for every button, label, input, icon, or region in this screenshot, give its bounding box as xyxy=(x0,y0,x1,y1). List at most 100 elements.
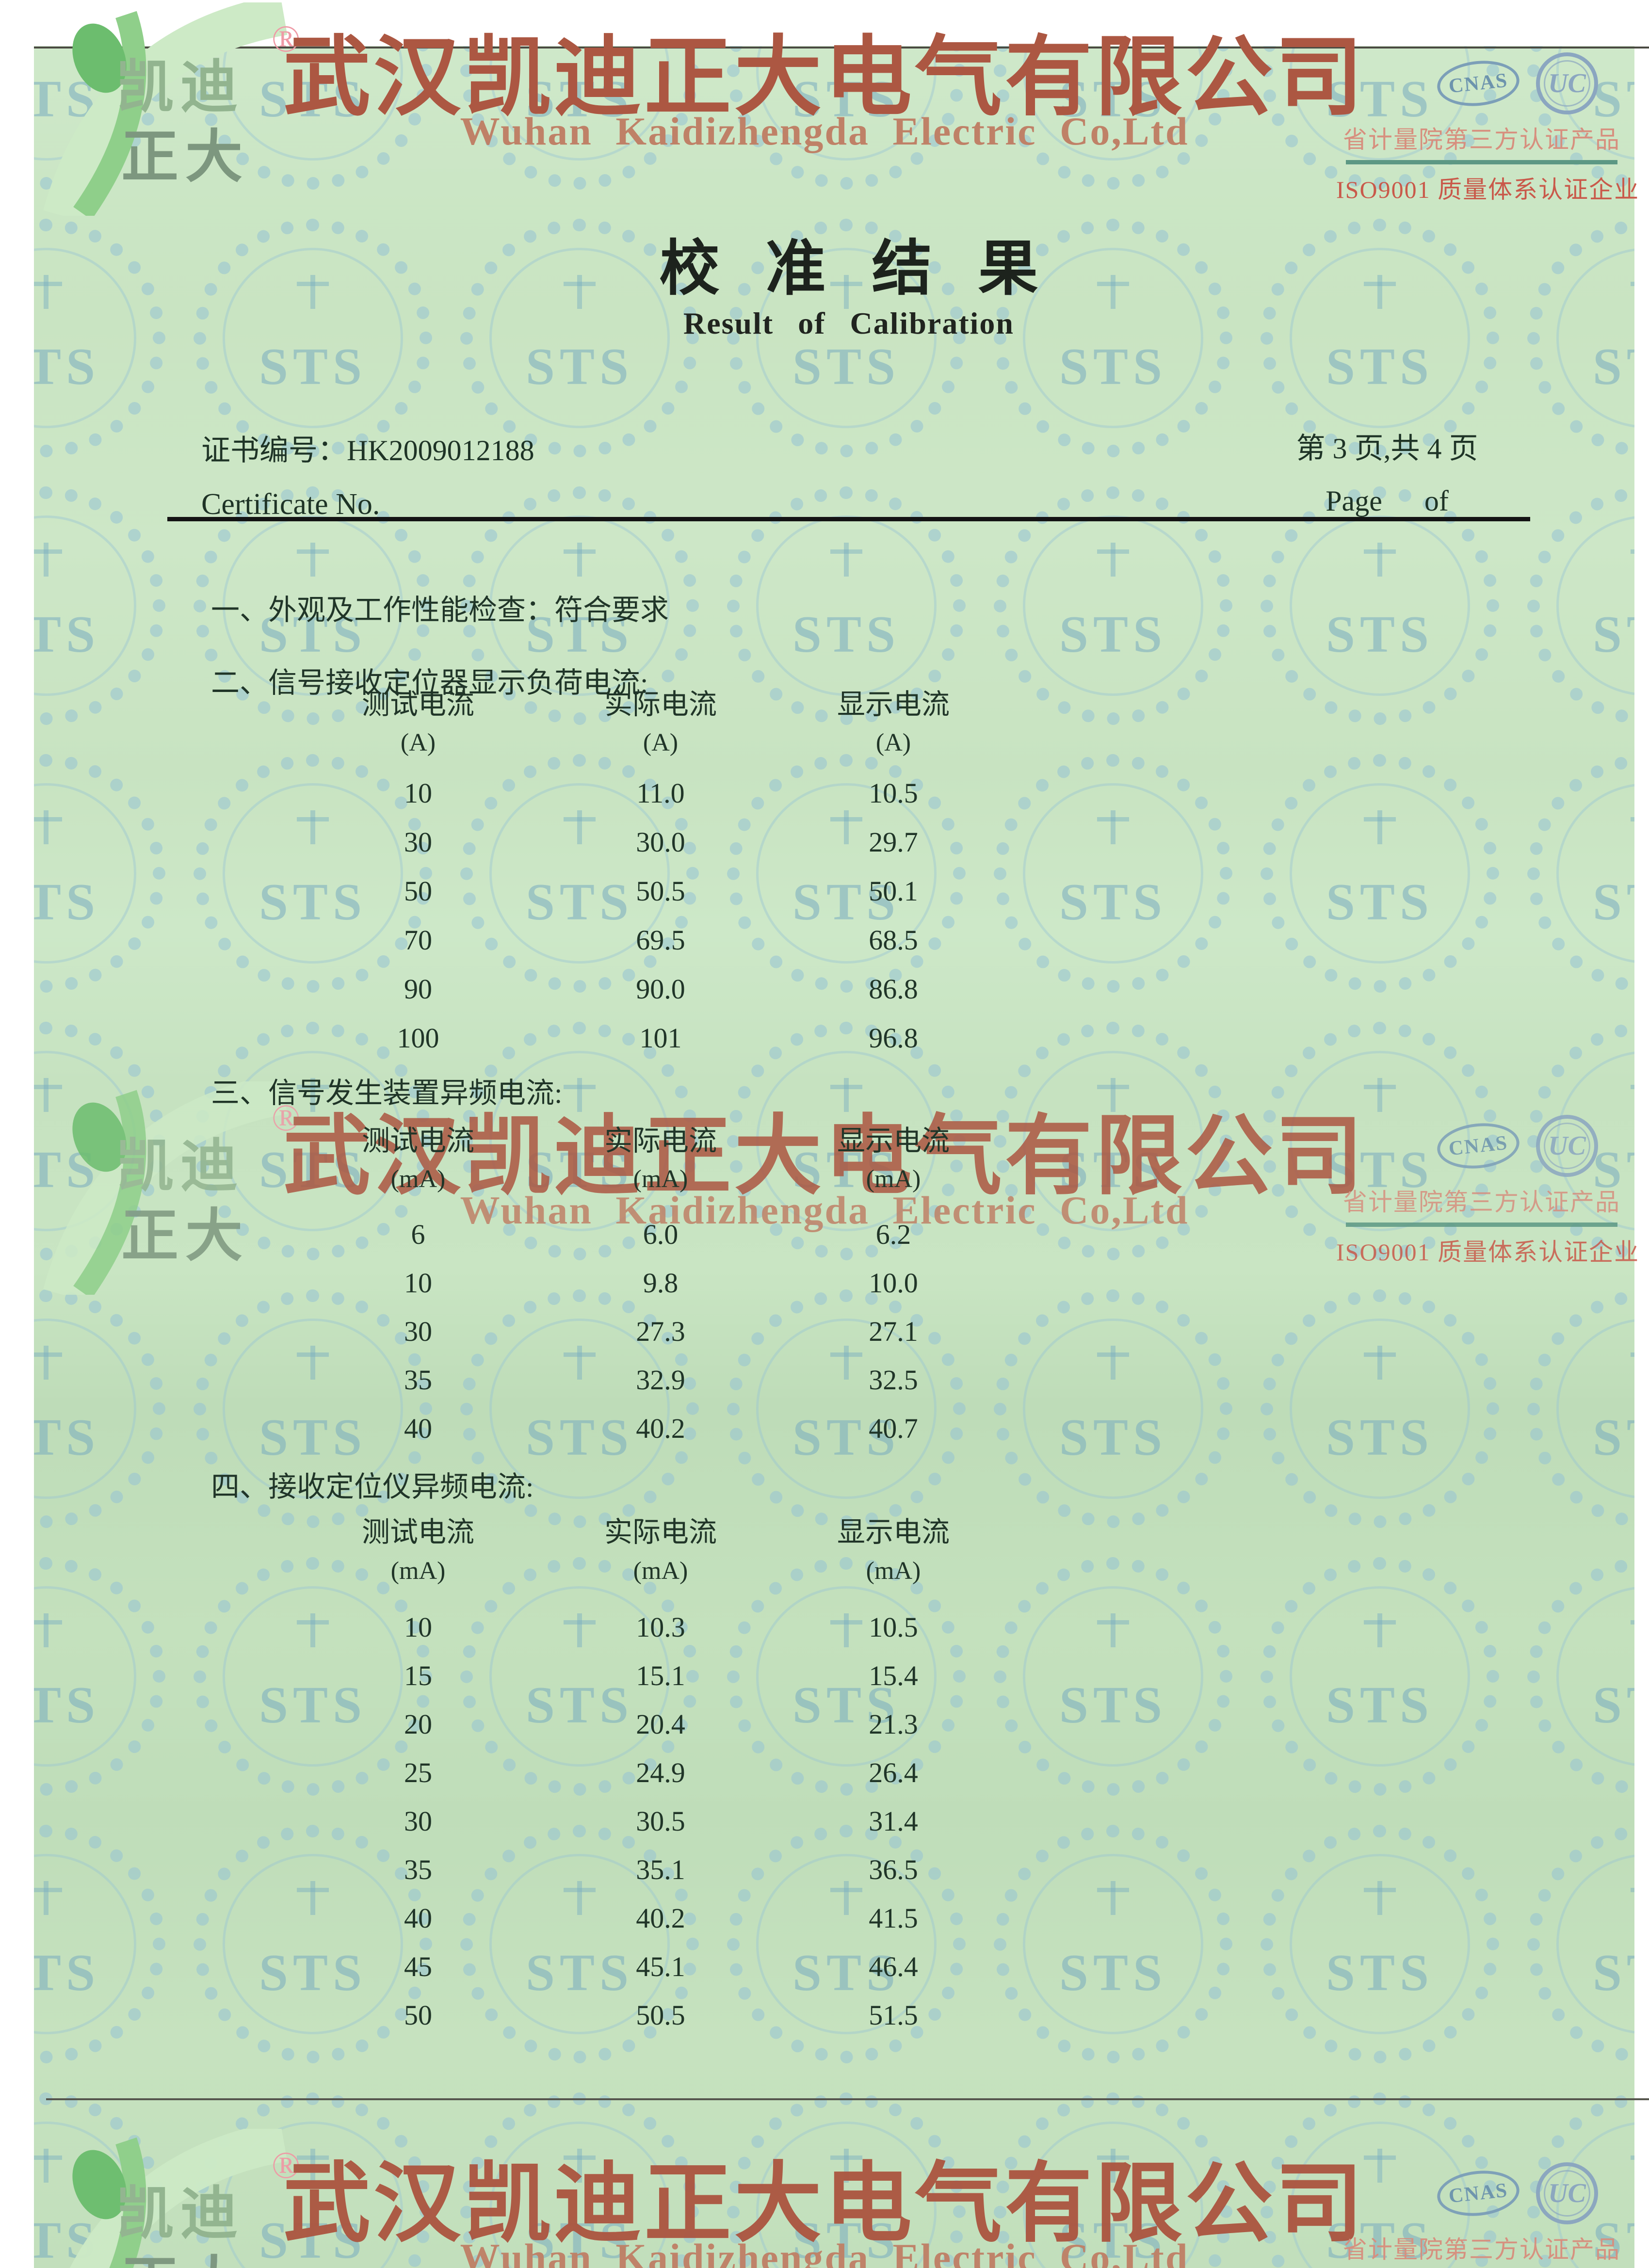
certificate-number-label-en: Certificate No. xyxy=(201,488,380,521)
table-cell: 27.1 xyxy=(869,1316,918,1347)
header-rule xyxy=(167,517,1530,521)
company-name-en: Wuhan Kaidizhengda Electric Co,Ltd xyxy=(460,2236,1189,2268)
paper-edge-top xyxy=(34,47,1649,48)
table-cell: 50.5 xyxy=(636,1999,685,2031)
table-3-header: 显示电流 xyxy=(837,1516,950,1548)
table-cell: 10 xyxy=(404,1611,432,1643)
table-cell: 40 xyxy=(404,1902,432,1934)
table-cell: 9.8 xyxy=(643,1267,679,1299)
company-logo: 凯迪 正大 ® xyxy=(27,2,308,216)
document-title-cn: 校准结果 xyxy=(659,236,1084,302)
table-cell: 36.5 xyxy=(869,1854,918,1885)
table-cell: 32.9 xyxy=(636,1364,685,1396)
scan-margin-right xyxy=(1634,0,1649,2268)
certification-badges: CNAS UC 省计量院第三方认证产品 ISO9001 质量体系认证企业 xyxy=(1336,1115,1638,1268)
logo-text-line1: 凯迪 xyxy=(116,1135,245,1198)
table-2-unit: (mA) xyxy=(633,1165,688,1193)
section-1-appearance-check: 一、外观及工作性能检查：符合要求 xyxy=(211,594,669,626)
table-cell: 90 xyxy=(404,973,432,1005)
logo-leaf-icon xyxy=(70,2129,288,2268)
table-cell: 21.3 xyxy=(869,1708,918,1740)
badge-text-certified-product: 省计量院第三方认证产品 xyxy=(1343,2236,1620,2263)
scan-margin-left xyxy=(0,0,34,2268)
company-name-cn: 武汉凯迪正大电气有限公司 xyxy=(283,30,1366,126)
table-cell: 40.7 xyxy=(869,1413,918,1444)
table-cell: 30 xyxy=(404,826,432,858)
section-4-locator-frequency-current: 四、接收定位仪异频电流: xyxy=(211,1471,534,1503)
table-2-header: 实际电流 xyxy=(604,1125,717,1157)
company-name-en: Wuhan Kaidizhengda Electric Co,Ltd xyxy=(460,109,1189,153)
table-cell: 50.5 xyxy=(636,875,685,907)
table-3-header: 实际电流 xyxy=(604,1516,717,1548)
letterhead-top: 凯迪 正大 ® 武汉凯迪正大电气有限公司 Wuhan Kaidizhengda … xyxy=(0,0,1649,216)
table-cell: 6.0 xyxy=(643,1219,679,1250)
logo-leaf-icon xyxy=(43,2,288,216)
logo-text-line1: 凯迪 xyxy=(116,2182,245,2246)
table-cell: 45 xyxy=(404,1951,432,1982)
table-2-unit: (mA) xyxy=(390,1165,446,1193)
table-cell: 35 xyxy=(404,1364,432,1396)
table-cell: 40.2 xyxy=(636,1413,685,1444)
table-cell: 35.1 xyxy=(636,1854,685,1885)
page-number-block: 第 3 页,共 4 页 Page of xyxy=(1222,425,1552,518)
table-cell: 50 xyxy=(404,875,432,907)
table-cell: 96.8 xyxy=(869,1022,918,1054)
table-cell: 30 xyxy=(404,1316,432,1347)
badge-text-iso9001: ISO9001 质量体系认证企业 xyxy=(1336,176,1640,203)
table-cell: 101 xyxy=(639,1022,682,1054)
table-cell: 10.0 xyxy=(869,1267,918,1299)
table-cell: 15 xyxy=(404,1660,432,1691)
table-cell: 24.9 xyxy=(636,1757,685,1788)
table-1-unit: (A) xyxy=(875,729,911,756)
ucc-badge-icon: UC xyxy=(1536,1115,1598,1177)
table-cell: 51.5 xyxy=(869,1999,918,2031)
company-name-cn: 武汉凯迪正大电气有限公司 xyxy=(283,2156,1366,2252)
badge-text-certified-product: 省计量院第三方认证产品 xyxy=(1343,1189,1620,1216)
table-2-header: 显示电流 xyxy=(837,1125,950,1157)
certification-badges: CNAS UC 省计量院第三方认证产品 ISO9001 质量体系认证企业 xyxy=(1336,52,1640,205)
table-cell: 10.3 xyxy=(636,1611,685,1643)
table-3-unit: (mA) xyxy=(866,1557,921,1585)
table-3-header: 测试电流 xyxy=(361,1516,475,1548)
table-cell: 25 xyxy=(404,1757,432,1788)
certificate-number-label-cn: 证书编号： xyxy=(201,434,347,466)
table-cell: 6 xyxy=(411,1219,425,1250)
document-title-en: Result of Calibration xyxy=(683,306,1014,340)
table-cell: 46.4 xyxy=(869,1951,918,1982)
table-1-unit: (A) xyxy=(643,729,679,756)
table-cell: 45.1 xyxy=(636,1951,685,1982)
table-cell: 41.5 xyxy=(869,1902,918,1934)
table-cell: 32.5 xyxy=(869,1364,918,1396)
ucc-badge-icon: UC xyxy=(1536,2162,1598,2224)
page-number-cn: 第 3 页,共 4 页 xyxy=(1296,433,1478,465)
badge-divider xyxy=(1346,160,1617,164)
section-3-generator-frequency-current: 三、信号发生装置异频电流: xyxy=(211,1077,563,1109)
certificate-number-block: 证书编号：HK2009012188 Certificate No. xyxy=(201,427,534,522)
logo-text-line2: 正大 xyxy=(121,1205,250,1268)
company-logo: 凯迪 正大 ® xyxy=(27,1081,308,1295)
ucc-badge-icon: UC xyxy=(1536,52,1598,114)
company-logo: 凯迪 正大 ® xyxy=(27,2129,308,2268)
table-2-header: 测试电流 xyxy=(361,1125,475,1157)
table-3-unit: (mA) xyxy=(633,1557,688,1585)
table-cell: 50.1 xyxy=(869,875,918,907)
table-cell: 26.4 xyxy=(869,1757,918,1788)
registered-mark-icon: ® xyxy=(272,17,301,60)
table-cell: 10.5 xyxy=(869,777,918,809)
logo-leaf-icon xyxy=(43,1081,288,1295)
letterhead-middle: 凯迪 正大 ® 武汉凯迪正大电气有限公司 Wuhan Kaidizhengda … xyxy=(0,1079,1649,1295)
table-cell: 40 xyxy=(404,1413,432,1444)
table-cell: 90.0 xyxy=(636,973,685,1005)
table-cell: 10.5 xyxy=(869,1611,918,1643)
table-cell: 20 xyxy=(404,1708,432,1740)
section-2-receiver-load-current: 二、信号接收定位器显示负荷电流: xyxy=(211,667,648,699)
table-cell: 30 xyxy=(404,1805,432,1837)
table-cell: 11.0 xyxy=(636,777,685,809)
logo-text-line1: 凯迪 xyxy=(116,56,245,119)
logo-text-line2: 正大 xyxy=(121,2236,249,2268)
table-cell: 10 xyxy=(404,777,432,809)
table-cell: 29.7 xyxy=(869,826,918,858)
